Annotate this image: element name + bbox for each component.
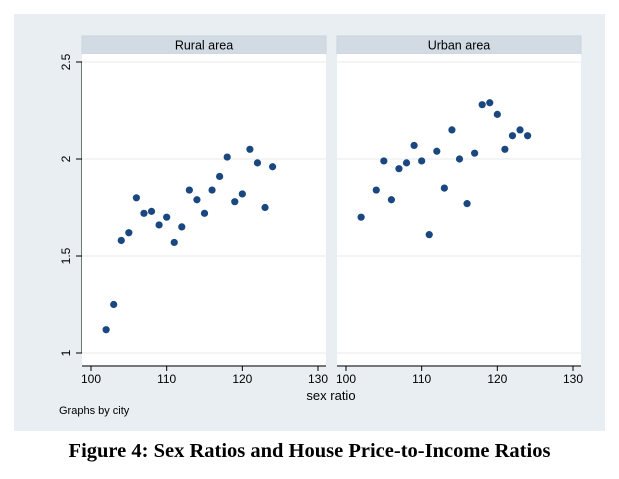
data-point <box>440 184 448 192</box>
data-point <box>110 300 118 309</box>
data-point <box>193 196 201 204</box>
data-point <box>231 198 239 206</box>
data-point <box>216 172 224 181</box>
x-tick-label: 130 <box>563 372 583 386</box>
data-point <box>372 186 380 194</box>
y-tick-label: 2.5 <box>59 53 73 70</box>
data-point <box>402 159 411 167</box>
x-tick-label: 110 <box>412 372 431 386</box>
y-tick-label: 1.5 <box>59 247 73 264</box>
data-point <box>246 145 254 153</box>
data-point <box>208 186 216 194</box>
x-tick-label: 120 <box>487 372 507 386</box>
data-point <box>163 213 171 221</box>
data-point <box>357 213 365 221</box>
data-point <box>471 149 479 157</box>
data-point <box>380 157 388 165</box>
data-point <box>410 141 418 150</box>
panel-plot-region <box>82 54 326 365</box>
data-point <box>185 186 193 194</box>
data-point <box>524 132 532 140</box>
data-point <box>448 126 456 134</box>
data-point <box>478 101 486 109</box>
x-tick-label: 110 <box>157 372 176 386</box>
figure-caption: Figure 4: Sex Ratios and House Price-to-… <box>68 440 551 462</box>
x-tick-label: 100 <box>336 372 356 386</box>
data-point <box>155 221 163 229</box>
data-point <box>238 190 246 198</box>
data-point <box>140 209 148 217</box>
y-tick-label: 1 <box>59 349 73 356</box>
data-point <box>486 99 494 107</box>
graphs-by-note: Graphs by city <box>59 405 130 417</box>
scatter-chart: 1 1.5 2 2.5 Rural area 100 110 120 130 Urban area… <box>59 35 583 417</box>
panel-title: Rural area <box>175 39 233 53</box>
data-point <box>395 165 403 173</box>
y-tick-label: 2 <box>59 155 73 162</box>
data-point <box>261 203 269 212</box>
data-point <box>508 132 517 140</box>
data-point <box>223 153 231 161</box>
data-point <box>493 110 501 118</box>
data-point <box>425 231 433 239</box>
x-axis-title: sex ratio <box>306 388 355 403</box>
data-point <box>463 200 471 208</box>
data-point <box>200 209 209 217</box>
data-point <box>253 159 262 167</box>
data-point <box>125 229 133 237</box>
data-point <box>117 236 125 245</box>
x-tick-label: 130 <box>308 372 328 386</box>
data-point <box>455 155 464 163</box>
data-point <box>418 157 426 165</box>
x-tick-label: 100 <box>81 372 101 386</box>
data-point <box>433 147 441 155</box>
data-point <box>102 326 110 334</box>
panel-title: Urban area <box>428 39 491 53</box>
data-point <box>387 196 395 204</box>
data-point <box>170 238 178 247</box>
data-point <box>269 163 277 171</box>
data-point <box>516 126 524 134</box>
data-point <box>132 194 140 202</box>
data-point <box>147 207 156 215</box>
panel-plot-region <box>337 54 581 365</box>
data-point <box>178 223 186 231</box>
x-tick-label: 120 <box>232 372 252 386</box>
data-point <box>501 145 509 153</box>
